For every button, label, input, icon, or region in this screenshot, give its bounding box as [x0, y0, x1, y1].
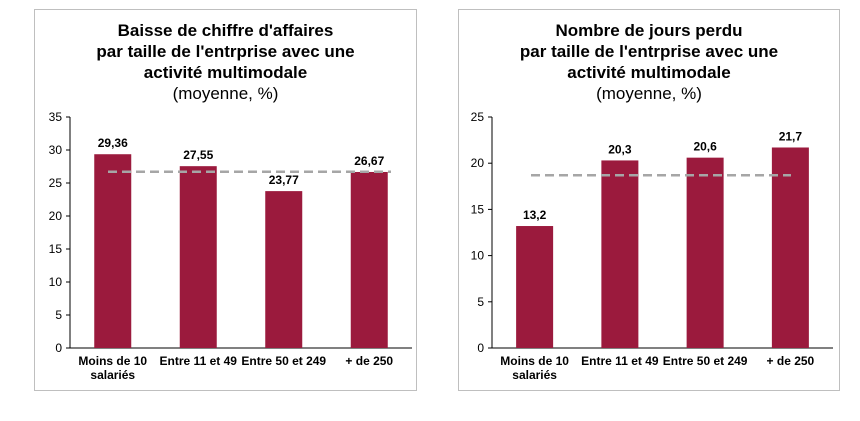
chart-panel-revenue: Baisse de chiffre d'affaires par taille d… [34, 9, 417, 391]
y-tick-label: 15 [471, 202, 485, 216]
y-tick-label: 0 [55, 341, 62, 355]
x-tick-label: + de 250 [345, 354, 393, 368]
chart-panel-days-lost: Nombre de jours perdu par taille de l'ent… [458, 9, 840, 391]
bar [771, 147, 809, 348]
x-tick-label: + de 250 [767, 354, 815, 368]
y-tick-label: 20 [471, 156, 485, 170]
bar [686, 157, 724, 348]
data-label: 29,36 [98, 136, 128, 150]
x-tick-label: Entre 11 et 49 [581, 354, 659, 368]
x-tick-label: Moins de 10 salariés [500, 354, 569, 382]
x-tick-label: Entre 11 et 49 [160, 354, 238, 368]
chart-title: Baisse de chiffre d'affaires par taille d… [35, 20, 416, 104]
data-label: 23,77 [269, 173, 299, 187]
y-tick-label: 10 [49, 275, 63, 289]
y-tick-label: 5 [55, 308, 62, 322]
x-tick-label: Entre 50 et 249 [663, 354, 748, 368]
bar [601, 160, 639, 348]
chart-title-text: Baisse de chiffre d'affaires par taille d… [96, 21, 355, 82]
y-tick-label: 35 [49, 110, 63, 124]
y-tick-label: 20 [49, 209, 63, 223]
bar [265, 191, 303, 348]
y-tick-label: 10 [471, 249, 485, 263]
chart-title-text: Nombre de jours perdu par taille de l'ent… [519, 21, 779, 82]
bar-chart-revenue: 0 5 10 15 20 25 30 35 29,36 Moins de 10 salariés 27… [49, 110, 412, 382]
bar [516, 226, 554, 348]
bar [94, 154, 132, 348]
chart-subtitle: (moyenne, %) [172, 84, 279, 103]
x-tick-label: Moins de 10 salariés [78, 354, 147, 382]
chart-title: Nombre de jours perdu par taille de l'ent… [459, 20, 839, 104]
y-tick-label: 15 [49, 242, 63, 256]
bar-chart-days-lost: 0 5 10 15 20 25 13,2 Moins de 10 salariés 20,3 Ent… [471, 110, 833, 382]
x-tick-label: Entre 50 et 249 [241, 354, 326, 368]
y-tick-label: 5 [477, 295, 484, 309]
data-label: 20,6 [693, 140, 717, 154]
chart-subtitle: (moyenne, %) [596, 84, 702, 103]
bar [179, 166, 217, 348]
bar [350, 171, 388, 348]
y-tick-label: 30 [49, 143, 63, 157]
data-label: 27,55 [183, 148, 213, 162]
data-label: 20,3 [608, 142, 632, 156]
y-tick-label: 25 [471, 110, 485, 124]
data-label: 21,7 [779, 129, 803, 143]
data-label: 13,2 [523, 208, 547, 222]
y-tick-label: 0 [477, 341, 484, 355]
data-label: 26,67 [354, 154, 384, 168]
y-tick-label: 25 [49, 176, 63, 190]
